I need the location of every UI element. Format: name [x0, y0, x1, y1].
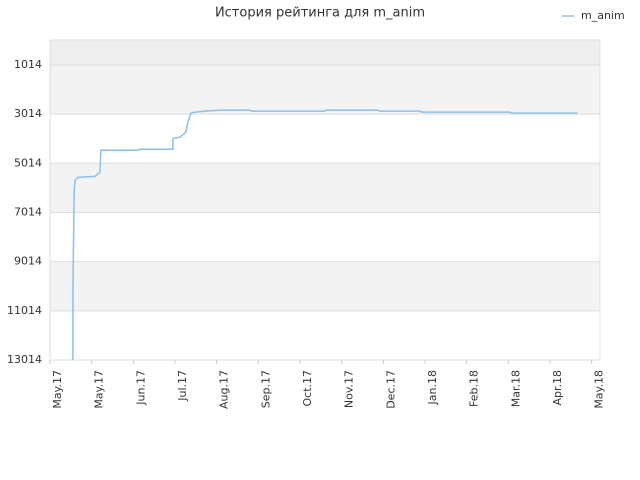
legend-label: m_anim — [581, 9, 625, 22]
band — [50, 261, 600, 311]
band — [50, 64, 600, 115]
y-tick-label: 9014 — [14, 255, 42, 268]
plot-border — [49, 39, 601, 361]
y-tick-label: 11014 — [7, 304, 42, 317]
line — [72, 109, 578, 360]
x-tick-label: Nov.17 — [343, 370, 356, 408]
chart-title: История рейтинга для m_anim — [215, 6, 425, 21]
y-tick-label: 13014 — [7, 353, 42, 366]
band — [50, 114, 600, 164]
x-tick-label: May.17 — [51, 370, 64, 409]
y-tick-label: 3014 — [14, 107, 42, 120]
x-tick-label: Jun.17 — [134, 370, 147, 406]
band — [50, 40, 600, 65]
x-tick-label: Feb.18 — [468, 370, 481, 407]
band — [50, 310, 600, 360]
y-tick-label: 1014 — [14, 58, 42, 71]
band — [50, 163, 600, 213]
x-tick-label: Apr.18 — [551, 370, 564, 406]
x-tick-label: Dec.17 — [384, 370, 397, 409]
x-tick-label: May.17 — [93, 370, 106, 409]
band — [50, 212, 600, 262]
x-tick-label: Oct.17 — [301, 370, 314, 407]
x-tick-label: Jul.17 — [176, 370, 189, 402]
x-tick-label: Jan.18 — [426, 370, 439, 405]
y-tick-label: 5014 — [14, 156, 42, 169]
x-tick-label: Aug.17 — [218, 370, 231, 409]
x-tick-label: Mar.18 — [509, 370, 522, 407]
x-tick-label: Sep.17 — [259, 370, 272, 408]
y-tick-label: 7014 — [14, 205, 42, 218]
x-tick-label: May.18 — [593, 370, 606, 409]
